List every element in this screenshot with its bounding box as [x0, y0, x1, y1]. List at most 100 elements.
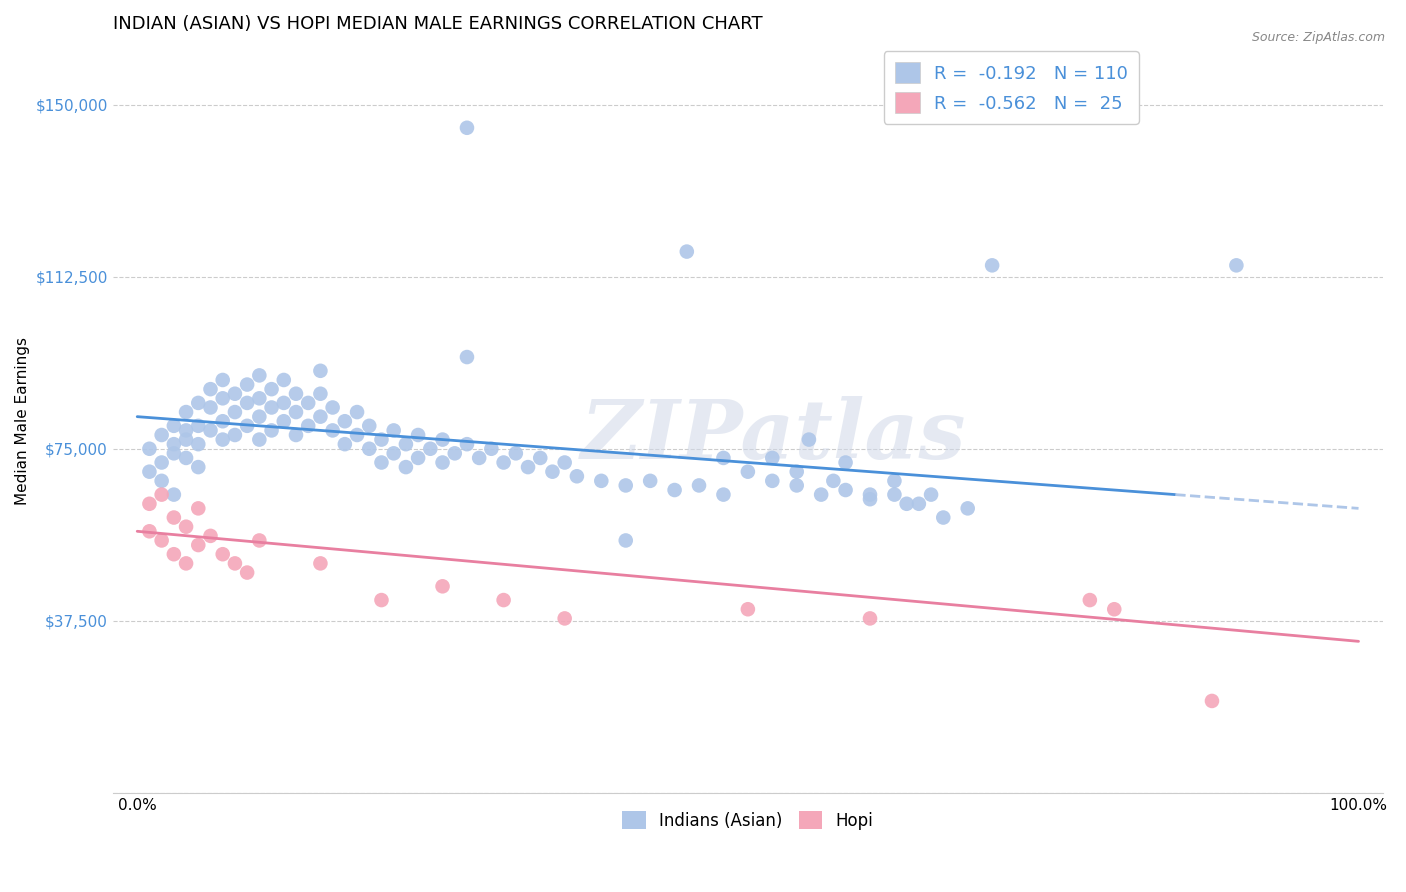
Point	[163, 547, 186, 561]
Point	[981, 258, 1004, 272]
Point	[309, 364, 332, 378]
Point	[138, 465, 160, 479]
Point	[285, 405, 308, 419]
Point	[359, 418, 381, 433]
Point	[187, 396, 209, 410]
Text: ZIPatlas: ZIPatlas	[581, 396, 966, 476]
Point	[359, 442, 381, 456]
Point	[174, 433, 197, 447]
Point	[737, 465, 759, 479]
Point	[211, 392, 233, 406]
Point	[200, 529, 222, 543]
Point	[236, 418, 259, 433]
Point	[200, 401, 222, 415]
Point	[346, 428, 368, 442]
Point	[554, 456, 576, 470]
Point	[322, 424, 344, 438]
Point	[138, 442, 160, 456]
Point	[859, 492, 882, 507]
Point	[688, 478, 710, 492]
Point	[224, 428, 246, 442]
Point	[406, 450, 429, 465]
Point	[883, 487, 905, 501]
Point	[187, 418, 209, 433]
Point	[138, 524, 160, 539]
Point	[1104, 602, 1126, 616]
Point	[786, 465, 808, 479]
Point	[150, 428, 173, 442]
Point	[174, 405, 197, 419]
Point	[247, 409, 270, 424]
Point	[236, 377, 259, 392]
Point	[322, 401, 344, 415]
Point	[529, 450, 551, 465]
Point	[211, 433, 233, 447]
Point	[614, 478, 637, 492]
Point	[297, 396, 319, 410]
Point	[956, 501, 979, 516]
Point	[382, 446, 405, 460]
Point	[443, 446, 465, 460]
Point	[713, 487, 735, 501]
Point	[456, 120, 478, 135]
Point	[187, 437, 209, 451]
Point	[565, 469, 588, 483]
Point	[273, 396, 295, 410]
Point	[834, 456, 856, 470]
Point	[163, 418, 186, 433]
Point	[713, 450, 735, 465]
Point	[541, 465, 564, 479]
Point	[200, 382, 222, 396]
Point	[309, 409, 332, 424]
Point	[260, 424, 283, 438]
Point	[163, 437, 186, 451]
Point	[932, 510, 955, 524]
Point	[419, 442, 441, 456]
Point	[247, 533, 270, 548]
Point	[395, 437, 418, 451]
Point	[554, 611, 576, 625]
Point	[273, 373, 295, 387]
Point	[468, 450, 491, 465]
Point	[174, 424, 197, 438]
Point	[370, 433, 392, 447]
Point	[211, 414, 233, 428]
Point	[481, 442, 503, 456]
Point	[664, 483, 686, 497]
Point	[297, 418, 319, 433]
Point	[432, 579, 454, 593]
Point	[517, 460, 540, 475]
Point	[920, 487, 942, 501]
Point	[247, 433, 270, 447]
Point	[163, 510, 186, 524]
Point	[492, 456, 515, 470]
Point	[200, 424, 222, 438]
Point	[1201, 694, 1223, 708]
Point	[187, 501, 209, 516]
Point	[247, 368, 270, 383]
Point	[150, 474, 173, 488]
Point	[236, 566, 259, 580]
Point	[247, 392, 270, 406]
Point	[150, 533, 173, 548]
Point	[211, 547, 233, 561]
Point	[174, 519, 197, 533]
Point	[163, 487, 186, 501]
Point	[737, 602, 759, 616]
Y-axis label: Median Male Earnings: Median Male Earnings	[15, 337, 30, 505]
Point	[187, 460, 209, 475]
Point	[333, 437, 356, 451]
Point	[810, 487, 832, 501]
Point	[797, 433, 820, 447]
Point	[163, 446, 186, 460]
Point	[492, 593, 515, 607]
Point	[406, 428, 429, 442]
Point	[908, 497, 931, 511]
Point	[174, 450, 197, 465]
Point	[211, 373, 233, 387]
Point	[370, 456, 392, 470]
Point	[370, 593, 392, 607]
Point	[761, 450, 783, 465]
Point	[591, 474, 613, 488]
Point	[761, 474, 783, 488]
